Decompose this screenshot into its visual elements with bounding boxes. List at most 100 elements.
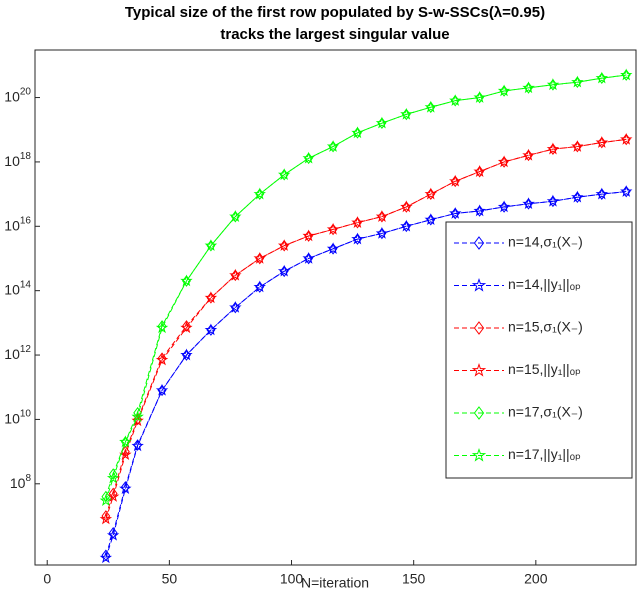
data-point [302,251,315,264]
legend-label: n=15,σ₁(X₋) [508,319,583,335]
x-tick-label: 0 [43,571,51,587]
data-point [121,481,130,493]
data-point [180,348,193,361]
data-point [204,323,218,336]
data-point [119,435,132,448]
data-point [497,200,511,213]
data-point [302,229,315,242]
data-point [595,187,609,200]
data-point [375,116,389,129]
data-point [473,90,486,103]
data-point [302,151,315,164]
data-point [595,71,609,84]
data-point [375,210,389,222]
data-point [157,352,167,364]
data-point [449,94,462,106]
data-point [253,280,266,293]
data-point [99,551,112,564]
x-tick-label: 150 [402,571,426,587]
data-point [351,232,364,245]
data-point [546,78,560,91]
data-point [424,187,437,200]
data-point [106,528,120,541]
data-point [155,353,169,366]
data-point [133,439,142,451]
data-point [157,320,167,332]
data-point [277,264,291,277]
data-point [277,168,291,181]
x-tick-label: 100 [280,571,304,587]
series-line [105,74,627,501]
y-tick-label: 1020 [4,86,31,104]
data-point [108,468,118,480]
data-point [182,320,191,332]
data-point [546,194,560,207]
data-point [522,197,535,210]
data-point [229,300,242,313]
data-point [546,142,560,155]
legend-marker [471,362,487,377]
data-point [522,148,535,161]
y-tick-label: 1016 [4,215,31,233]
data-point [424,100,437,113]
data-point [131,414,144,427]
data-point [400,107,413,120]
data-point [620,185,633,197]
data-point [351,126,364,139]
data-point [497,84,511,97]
data-point [99,494,113,506]
data-point [253,251,266,264]
legend-marker [473,236,485,250]
data-point [497,155,511,168]
legend-label: n=14,||y₁||ₒₚ [508,276,581,292]
y-tick-label: 1010 [4,408,31,426]
data-point [449,206,462,219]
data-point [229,268,242,281]
data-point [106,490,120,502]
y-tick-label: 1018 [4,151,31,169]
data-point [326,140,340,152]
data-point [620,132,633,145]
data-point [99,512,113,525]
data-point [131,410,144,423]
y-tick-label: 1012 [4,344,31,362]
y-tick-label: 108 [10,472,32,490]
data-point [473,165,486,177]
x-tick-label: 200 [524,571,548,587]
data-point [180,274,193,287]
data-point [522,81,535,94]
data-point [473,204,486,217]
data-point [424,213,437,226]
data-point [155,383,169,396]
data-point [119,482,132,495]
data-point [326,222,340,235]
data-point [351,216,364,228]
legend-label: n=15,||y₁||ₒₚ [508,361,581,377]
data-point [277,239,291,251]
legend-marker [471,277,487,292]
data-point [375,226,389,239]
x-tick-label: 50 [162,571,178,587]
series-line [105,191,627,556]
legend-label: n=17,σ₁(X₋) [508,404,583,420]
legend-label: n=14,σ₁(X₋) [508,234,583,250]
data-point [155,321,169,334]
data-point [101,490,111,503]
data-point [571,140,584,152]
data-point [595,135,609,148]
legend-marker [471,447,487,462]
data-point [131,439,144,452]
legend-box [445,221,633,479]
data-point [106,471,120,484]
chart-title: Typical size of the first row populated … [125,4,545,21]
data-point [253,187,266,200]
data-point [400,200,413,213]
data-point [620,68,633,81]
data-point [204,291,218,304]
data-point [229,210,242,222]
chart-title: tracks the largest singular value [220,26,449,43]
legend-marker [473,406,485,420]
x-axis-label: N=iteration [301,575,369,591]
data-point [180,321,193,334]
